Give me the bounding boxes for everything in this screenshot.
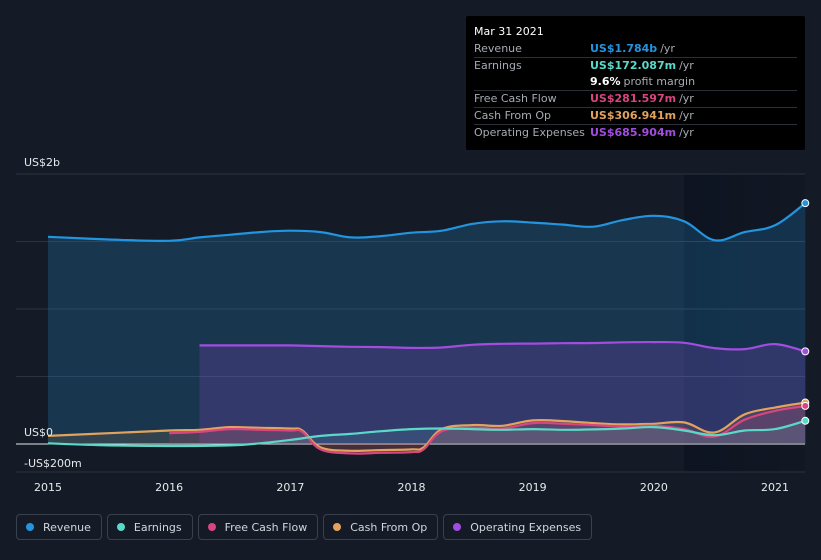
x-tick-label: 2017 bbox=[276, 481, 305, 494]
tooltip-label: Revenue bbox=[474, 42, 522, 55]
series-areas bbox=[48, 203, 806, 454]
end-point-free-cash-flow bbox=[801, 401, 810, 410]
tooltip-row-free-cash-flow: Free Cash Flow US$281.597m /yr bbox=[474, 90, 797, 107]
legend-item-revenue[interactable]: Revenue bbox=[16, 514, 102, 540]
legend-item-free-cash-flow[interactable]: Free Cash Flow bbox=[197, 514, 319, 540]
line-earnings bbox=[47, 419, 806, 448]
y-label-zero: US$0 bbox=[24, 426, 54, 439]
y-label-top: US$2b bbox=[24, 156, 61, 169]
tooltip-value: US$1.784b bbox=[590, 42, 658, 55]
end-point-earnings bbox=[801, 416, 810, 425]
tooltip-label: Operating Expenses bbox=[474, 126, 585, 139]
tooltip-label: Earnings bbox=[474, 59, 522, 72]
tooltip-label: Cash From Op bbox=[474, 109, 552, 122]
legend-item-operating-expenses[interactable]: Operating Expenses bbox=[443, 514, 593, 540]
legend-dot-icon bbox=[453, 523, 462, 531]
x-tick-label: 2015 bbox=[34, 481, 62, 494]
area-earnings bbox=[48, 420, 806, 446]
area-cash-from-op bbox=[48, 402, 806, 451]
x-tick-label: 2020 bbox=[639, 481, 668, 494]
legend-item-cash-from-op[interactable]: Cash From Op bbox=[323, 514, 439, 540]
line-revenue bbox=[47, 202, 806, 242]
tooltip-unit: /yr bbox=[679, 59, 694, 72]
tooltip-row-earnings: Earnings US$172.087m /yr bbox=[474, 57, 797, 74]
legend-dot-icon bbox=[26, 523, 34, 531]
tooltip-unit: /yr bbox=[679, 126, 694, 139]
x-tick-label: 2019 bbox=[518, 481, 547, 494]
legend-dot-icon bbox=[116, 523, 125, 531]
tooltip-value: US$306.941m bbox=[590, 109, 677, 122]
series-end-points bbox=[801, 199, 810, 425]
tooltip-row-profit-margin: 9.6% profit margin bbox=[474, 74, 797, 90]
end-point-revenue bbox=[801, 199, 810, 208]
x-tick-label: 2021 bbox=[761, 481, 789, 494]
legend-label: Cash From Op bbox=[350, 520, 428, 534]
end-point-operating-expenses bbox=[801, 347, 810, 356]
area-revenue bbox=[48, 203, 806, 444]
area-operating-expenses bbox=[199, 342, 806, 444]
line-cash-from-op bbox=[47, 401, 806, 452]
chart-legend: Revenue Earnings Free Cash Flow Cash Fro… bbox=[16, 514, 593, 540]
y-label-bottom: -US$200m bbox=[24, 457, 82, 470]
highlight-region bbox=[684, 174, 805, 472]
series-lines bbox=[47, 202, 806, 455]
tooltip-value: US$685.904m bbox=[590, 126, 677, 139]
grid-lines bbox=[16, 173, 805, 473]
x-tick-label: 2018 bbox=[397, 481, 426, 494]
legend-item-earnings[interactable]: Earnings bbox=[106, 514, 193, 540]
tooltip-row-cash-from-op: Cash From Op US$306.941m /yr bbox=[474, 107, 797, 124]
tooltip-unit: /yr bbox=[679, 109, 694, 122]
legend-label: Earnings bbox=[133, 520, 182, 534]
tooltip-row-revenue: Revenue US$1.784b /yr bbox=[474, 41, 797, 57]
tooltip-panel: Mar 31 2021 Revenue US$1.784b /yr Earnin… bbox=[466, 16, 805, 150]
tooltip-row-operating-expenses: Operating Expenses US$685.904m /yr bbox=[474, 124, 797, 141]
tooltip-date: Mar 31 2021 bbox=[474, 25, 544, 38]
x-tick-label: 2016 bbox=[155, 481, 184, 494]
legend-label: Revenue bbox=[43, 520, 91, 534]
profit-margin-value: 9.6% bbox=[590, 75, 621, 88]
legend-label: Operating Expenses bbox=[470, 520, 582, 534]
legend-dot-icon bbox=[207, 523, 216, 531]
tooltip-value: US$172.087m bbox=[590, 59, 677, 72]
profit-margin-text: profit margin bbox=[623, 75, 696, 88]
line-operating-expenses bbox=[199, 340, 806, 353]
legend-dot-icon bbox=[333, 523, 342, 531]
tooltip-label: Free Cash Flow bbox=[474, 92, 557, 105]
tooltip-unit: /yr bbox=[679, 92, 694, 105]
legend-label: Free Cash Flow bbox=[224, 520, 308, 534]
tooltip-unit: /yr bbox=[660, 42, 675, 55]
tooltip-value: US$281.597m bbox=[590, 92, 677, 105]
